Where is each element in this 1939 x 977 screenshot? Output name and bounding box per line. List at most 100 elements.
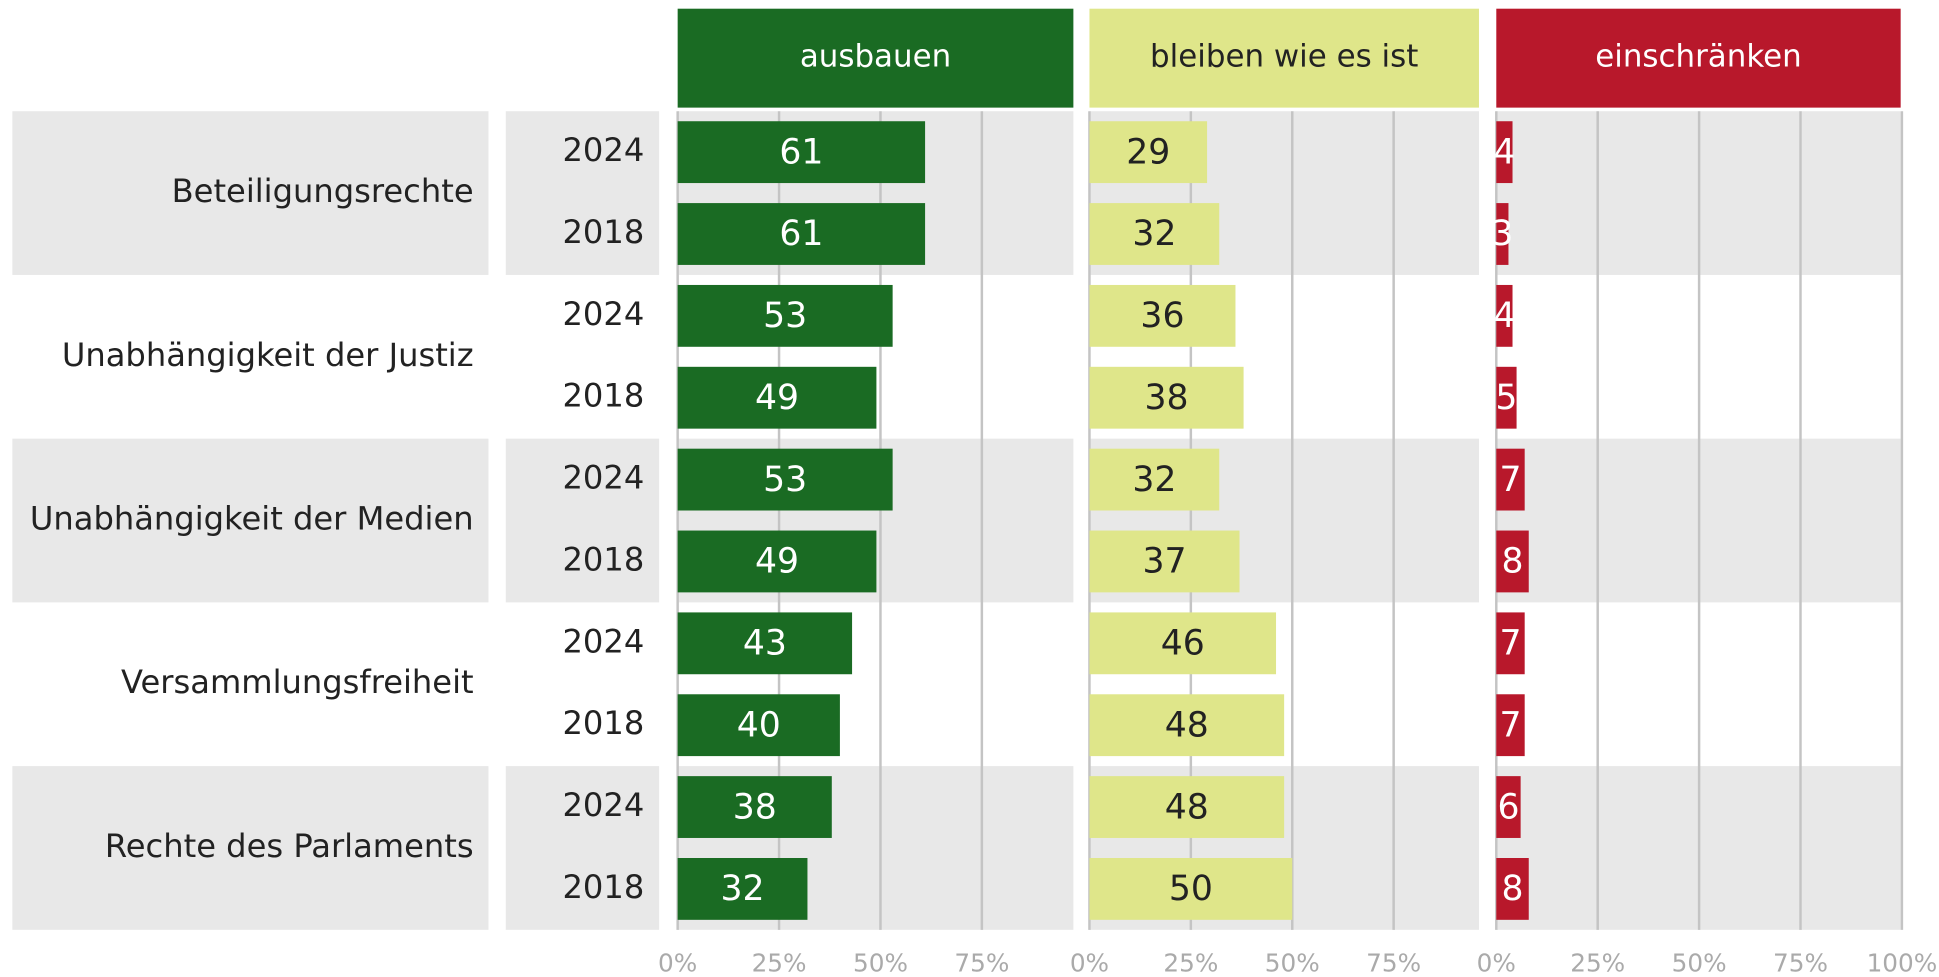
value-label: 38: [733, 787, 777, 827]
value-label: 32: [1132, 460, 1176, 500]
value-label: 46: [1161, 624, 1205, 664]
value-label: 7: [1499, 460, 1521, 500]
bar: [677, 776, 832, 838]
bar: [1496, 121, 1513, 184]
value-label: 53: [763, 460, 807, 500]
year-label: 2018: [562, 868, 644, 906]
x-tick-label: 50%: [853, 949, 908, 977]
year-label: 2024: [562, 131, 644, 169]
x-tick-label: 50%: [1265, 949, 1320, 977]
year-label: 2018: [562, 704, 644, 742]
panel-title: ausbauen: [800, 39, 951, 75]
x-tick-label: 100%: [1867, 949, 1938, 977]
year-label: 2018: [562, 213, 644, 251]
value-label: 53: [763, 296, 807, 336]
bar: [677, 694, 840, 757]
bar: [1089, 284, 1236, 347]
x-tick-label: 25%: [1570, 949, 1625, 977]
value-label: 5: [1495, 378, 1517, 418]
panel-title: bleiben wie es ist: [1150, 39, 1418, 75]
x-tick-label: 0%: [1477, 949, 1516, 977]
group-band: [12, 111, 489, 275]
bar: [1496, 284, 1513, 347]
group-band: [12, 766, 489, 930]
value-label: 4: [1493, 132, 1515, 172]
value-label: 61: [779, 214, 823, 254]
value-label: 48: [1165, 787, 1209, 827]
year-label: 2024: [562, 459, 644, 497]
group-band: [505, 438, 660, 603]
bar: [1089, 448, 1220, 511]
panel-header: [1089, 8, 1479, 108]
group-label: Beteiligungsrechte: [172, 172, 474, 210]
value-label: 40: [737, 705, 781, 745]
panel-header: [677, 8, 1074, 108]
value-label: 8: [1502, 869, 1524, 909]
bar: [1496, 203, 1509, 265]
x-tick-label: 75%: [1366, 949, 1421, 977]
value-label: 32: [721, 869, 765, 909]
value-label: 29: [1126, 132, 1170, 172]
value-label: 38: [1144, 378, 1188, 418]
bar: [1496, 694, 1525, 757]
x-tick-label: 25%: [1163, 949, 1218, 977]
x-tick-label: 0%: [1070, 949, 1109, 977]
bar: [1089, 776, 1285, 838]
value-label: 32: [1132, 214, 1176, 254]
x-tick-label: 25%: [752, 949, 807, 977]
bar: [677, 448, 893, 511]
bar: [1089, 612, 1277, 675]
x-tick-label: 0%: [658, 949, 697, 977]
year-label: 2024: [562, 786, 644, 824]
year-label: 2024: [562, 622, 644, 660]
value-label: 7: [1499, 705, 1521, 745]
bar: [1089, 121, 1208, 184]
group-label: Unabhängigkeit der Justiz: [62, 336, 474, 374]
value-label: 4: [1493, 296, 1515, 336]
value-label: 6: [1497, 787, 1519, 827]
value-label: 49: [755, 542, 799, 582]
bar: [1496, 366, 1517, 429]
value-label: 50: [1169, 869, 1213, 909]
group-band: [12, 438, 489, 603]
group-label: Unabhängigkeit der Medien: [30, 500, 474, 538]
value-label: 8: [1502, 542, 1524, 582]
x-tick-label: 75%: [954, 949, 1009, 977]
bar: [677, 857, 808, 920]
x-tick-label: 75%: [1773, 949, 1828, 977]
x-tick-label: 50%: [1672, 949, 1727, 977]
value-label: 37: [1142, 542, 1186, 582]
bar: [677, 530, 877, 593]
bar: [1496, 776, 1521, 838]
bar: [677, 366, 877, 429]
group-band: [505, 111, 660, 275]
value-label: 43: [743, 624, 787, 664]
value-label: 3: [1491, 214, 1513, 254]
bar: [1496, 530, 1529, 593]
bar: [677, 612, 853, 675]
value-label: 7: [1499, 624, 1521, 664]
bar: [1089, 203, 1220, 265]
year-label: 2024: [562, 295, 644, 333]
bar: [677, 284, 893, 347]
value-label: 61: [779, 132, 823, 172]
value-label: 49: [755, 378, 799, 418]
value-label: 48: [1165, 705, 1209, 745]
bar: [1496, 612, 1525, 675]
year-label: 2018: [562, 377, 644, 415]
group-label: Versammlungsfreiheit: [121, 663, 474, 701]
bar: [1496, 857, 1529, 920]
bar: [677, 121, 926, 184]
bar: [1089, 694, 1285, 757]
bar: [1496, 448, 1525, 511]
panel-title: einschränken: [1595, 39, 1802, 75]
bar: [1089, 857, 1293, 920]
bar: [1089, 530, 1240, 593]
bar: [1089, 366, 1244, 429]
bar: [677, 203, 926, 265]
group-label: Rechte des Parlaments: [105, 827, 474, 865]
year-label: 2018: [562, 540, 644, 578]
panel-header: [1496, 8, 1901, 108]
